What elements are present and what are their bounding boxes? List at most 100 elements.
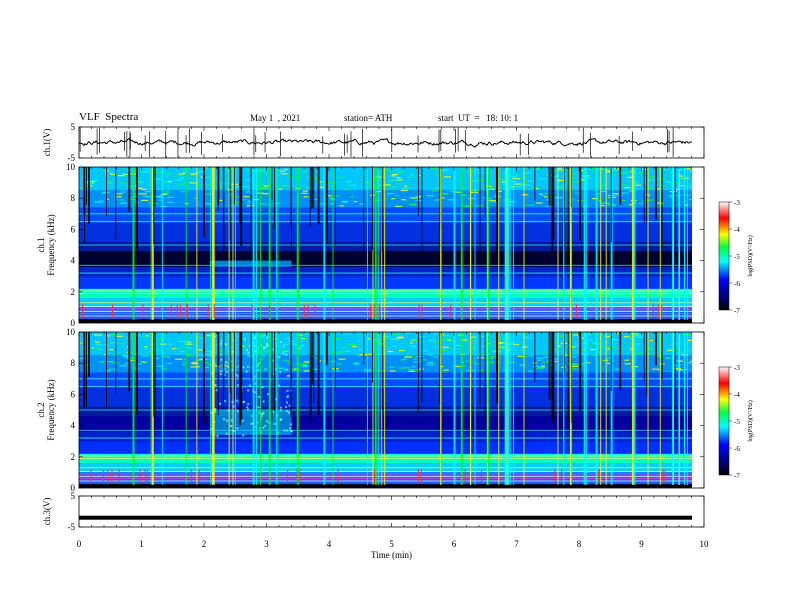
noise-speckle [536, 367, 545, 369]
noise-speckle [166, 172, 172, 174]
emission-speckle [278, 356, 281, 359]
noise-speckle [558, 167, 562, 169]
y-tick-label: 8 [71, 358, 76, 368]
noise-speckle [303, 361, 310, 363]
emission-speckle [263, 346, 266, 349]
noise-speckle [113, 332, 122, 334]
frequency-band [79, 372, 692, 389]
noise-speckle [636, 336, 643, 338]
noise-speckle [454, 191, 461, 193]
noise-speckle [571, 368, 578, 370]
noise-speckle [119, 202, 128, 204]
x-tick-label: 8 [577, 539, 582, 549]
noise-speckle [516, 355, 524, 357]
noise-speckle [98, 200, 105, 202]
waveform-line [78, 137, 693, 148]
colorbar-ch1 [718, 201, 732, 311]
noise-speckle [403, 367, 410, 369]
noise-speckle [103, 354, 107, 356]
red-marker [560, 469, 562, 484]
frequency-band [79, 266, 692, 277]
noise-speckle [108, 342, 114, 344]
colorbar-bar [718, 201, 730, 311]
noise-speckle [542, 351, 546, 353]
noise-speckle [497, 342, 503, 345]
noise-speckle [600, 190, 607, 193]
noise-speckle [389, 370, 396, 372]
noise-speckle [517, 333, 522, 335]
noise-speckle [257, 362, 262, 364]
emission-speckle [247, 389, 250, 392]
emission-speckle [256, 421, 259, 424]
emission-speckle [254, 382, 257, 385]
noise-speckle [600, 169, 609, 171]
noise-speckle [400, 189, 408, 192]
red-marker [287, 469, 289, 484]
noise-speckle [428, 354, 434, 356]
emission-speckle [230, 425, 233, 428]
noise-speckle [479, 369, 484, 372]
noise-speckle [447, 339, 452, 341]
noise-speckle [167, 180, 172, 183]
noise-speckle [512, 176, 518, 178]
emission-speckle [248, 384, 251, 387]
noise-speckle [685, 168, 693, 170]
noise-speckle [160, 355, 169, 357]
noise-speckle [262, 187, 268, 189]
noise-speckle [687, 339, 694, 341]
emission-speckle [272, 348, 275, 351]
noise-speckle [591, 343, 595, 345]
noise-speckle [404, 185, 408, 187]
noise-speckle [168, 343, 173, 345]
noise-speckle [508, 204, 514, 206]
red-marker [190, 469, 192, 484]
noise-speckle [344, 350, 351, 352]
noise-speckle [633, 365, 639, 368]
noise-speckle [106, 361, 113, 363]
noise-speckle [408, 368, 415, 371]
noise-speckle [647, 187, 651, 190]
emission-speckle [221, 339, 224, 342]
emission-speckle [245, 349, 248, 352]
noise-speckle [246, 202, 254, 204]
noise-speckle [515, 174, 519, 177]
noise-speckle [399, 170, 403, 172]
red-marker [111, 469, 113, 484]
noise-speckle [246, 169, 254, 171]
noise-speckle [401, 187, 409, 189]
noise-speckle [486, 362, 494, 364]
emission-speckle [232, 430, 235, 433]
noise-speckle [405, 355, 414, 357]
noise-speckle [296, 363, 304, 365]
noise-speckle [654, 188, 661, 190]
emission-speckle [214, 384, 217, 387]
noise-speckle [367, 186, 372, 188]
noise-speckle [413, 358, 421, 360]
y-tick-label: 5 [71, 122, 76, 132]
red-marker [662, 469, 664, 484]
noise-speckle [141, 199, 149, 202]
noise-speckle [413, 361, 422, 363]
noise-speckle [317, 181, 322, 183]
noise-speckle [147, 351, 153, 353]
red-marker [652, 304, 654, 319]
noise-speckle [599, 167, 607, 169]
emission-speckle [258, 406, 261, 409]
emission-speckle [265, 342, 268, 345]
noise-speckle [470, 180, 478, 182]
noise-speckle [105, 370, 111, 372]
noise-speckle [477, 357, 485, 359]
noise-speckle [442, 193, 449, 195]
emission-speckle [258, 395, 261, 398]
noise-speckle [617, 188, 621, 190]
noise-speckle [178, 177, 184, 179]
noise-speckle [336, 338, 341, 340]
noise-speckle [509, 201, 515, 203]
noise-speckle [545, 205, 549, 207]
noise-speckle [297, 334, 303, 336]
frequency-band [79, 431, 692, 442]
noise-speckle [580, 337, 584, 339]
noise-speckle [287, 168, 292, 170]
noise-speckle [544, 196, 552, 198]
noise-speckle [120, 191, 126, 193]
